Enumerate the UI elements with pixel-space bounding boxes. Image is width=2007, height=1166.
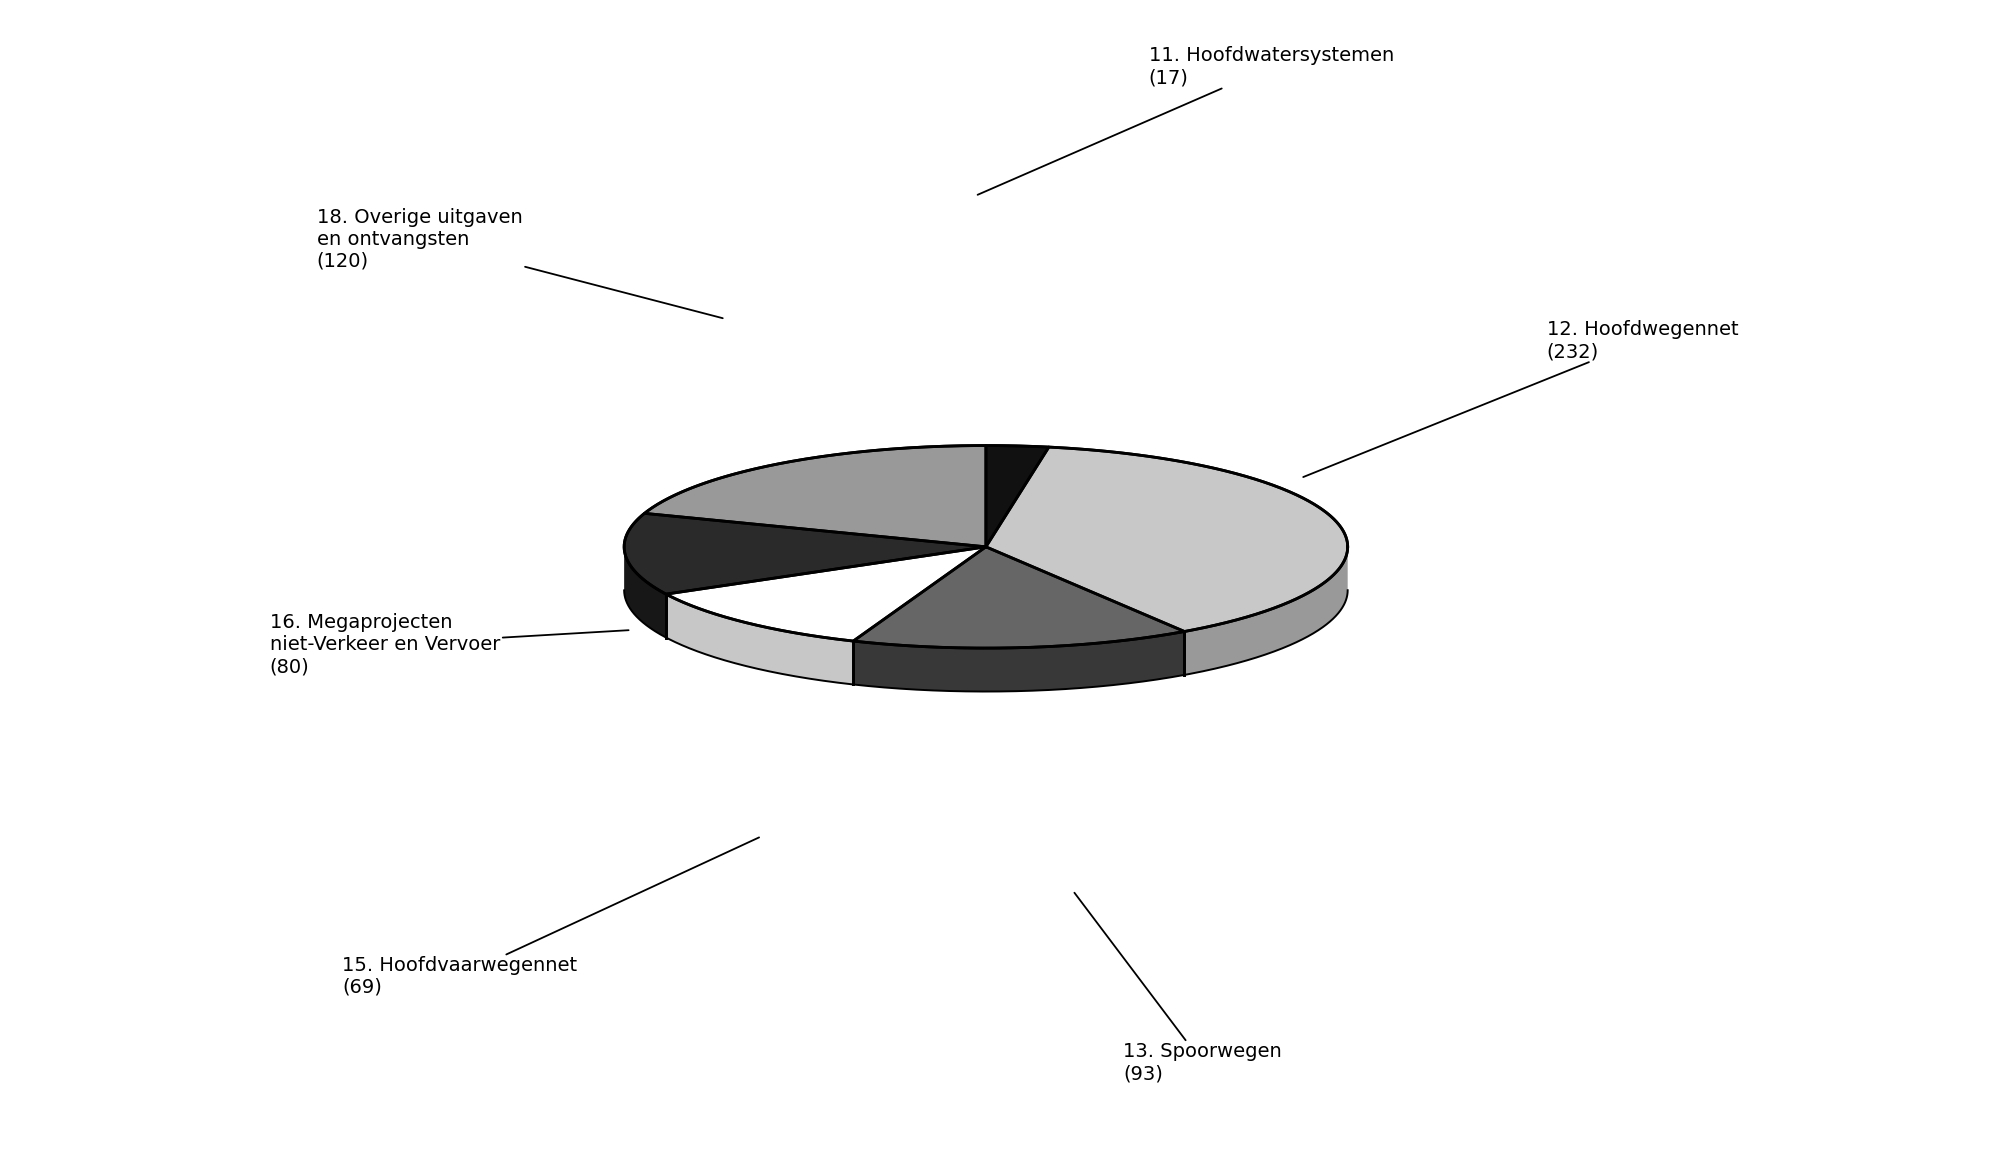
Polygon shape [1184,547,1347,675]
Polygon shape [985,445,1048,547]
Text: 18. Overige uitgaven
en ontvangsten
(120): 18. Overige uitgaven en ontvangsten (120… [317,208,723,318]
Polygon shape [985,447,1347,632]
Text: 13. Spoorwegen
(93): 13. Spoorwegen (93) [1074,893,1282,1083]
Polygon shape [624,513,985,595]
Polygon shape [624,547,666,638]
Polygon shape [853,547,1184,648]
Polygon shape [666,595,853,684]
Polygon shape [666,547,985,641]
Text: 12. Hoofdwegennet
(232): 12. Hoofdwegennet (232) [1303,321,1738,477]
Text: 15. Hoofdvaarwegennet
(69): 15. Hoofdvaarwegennet (69) [341,837,759,997]
Text: 11. Hoofdwatersystemen
(17): 11. Hoofdwatersystemen (17) [977,47,1393,195]
Text: 16. Megaprojecten
niet-Verkeer en Vervoer
(80): 16. Megaprojecten niet-Verkeer en Vervoe… [269,613,628,676]
Polygon shape [853,632,1184,691]
Polygon shape [644,445,985,547]
